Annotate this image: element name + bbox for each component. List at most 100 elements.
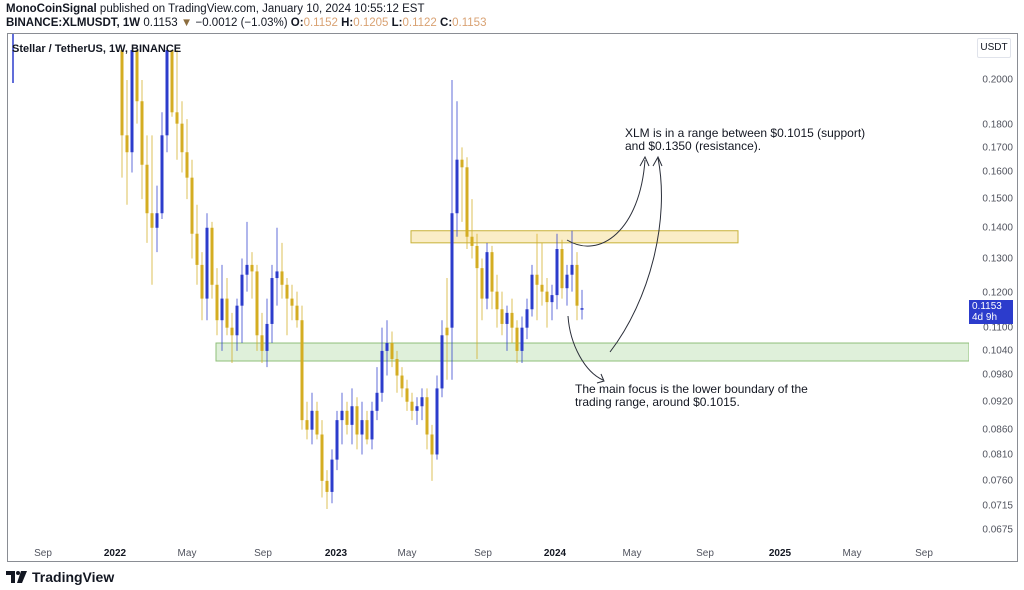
annotation-arrow[interactable] [567,315,604,381]
candle [300,305,304,430]
annotation-top: XLM is in a range between $0.1015 (suppo… [625,127,865,153]
candle [450,80,454,380]
open-label: O: [290,17,304,29]
time-tick: Sep [696,548,714,559]
price-tick: 0.1400 [982,222,1013,234]
candle [210,221,214,299]
annotation-arrow[interactable] [609,157,662,353]
candle [205,213,209,321]
time-tick: May [622,548,642,559]
candle [545,278,549,328]
candle [155,185,159,253]
tradingview-logo[interactable]: TradingView [6,569,114,585]
candle [165,50,169,153]
resistance-zone[interactable] [410,230,739,244]
currency-button[interactable]: USDT [977,38,1011,58]
candle [570,230,574,292]
candle [335,410,339,471]
candle [460,147,464,222]
candle [275,227,279,306]
candle [330,449,334,504]
low-label: L: [391,17,403,29]
candle [425,388,429,450]
candle [510,298,514,344]
time-tick: 2025 [768,548,792,559]
price-tick: 0.0920 [982,396,1013,408]
candle [200,252,204,321]
candle [215,268,219,336]
candle [185,119,189,200]
symbol-name: BINANCE:XLMUSDT, 1W [6,17,141,29]
candle [360,401,364,455]
price-axis[interactable]: USDT 0.2000 0.1800 0.1700 0.1600 0.1500 0.140… [969,34,1017,561]
candle [550,284,554,321]
time-tick: 2022 [103,548,127,559]
candle [195,204,199,285]
candle [370,401,374,450]
candle [385,320,389,376]
chart-title: Stellar / TetherUS, 1W, BINANCE [12,43,182,55]
price-tick: 0.1040 [982,345,1013,357]
candle [405,379,409,411]
time-tick: Sep [474,548,492,559]
candle [175,50,179,160]
annotation-bottom-line2: trading range, around $0.1015. [575,395,740,409]
candle [160,112,164,219]
price-tick: 0.1800 [982,119,1013,131]
candle [480,258,484,321]
high-label: H: [341,17,354,29]
candle [125,80,129,205]
candle [505,305,509,351]
close-value: 0.1153 [452,17,487,29]
publisher-name: MonoCoinSignal [6,3,97,15]
candle [325,470,329,510]
candle [260,312,264,364]
annotation-top-line1: XLM is in a range between $0.1015 (suppo… [625,126,866,140]
chart-plot-area[interactable]: Stellar / TetherUS, 1W, BINANCE [8,34,970,561]
candle [170,50,174,117]
candle [270,264,274,344]
candle [285,278,289,336]
bar-countdown: 4d 9h [972,312,998,323]
price-tick: 0.2000 [982,74,1013,86]
symbol-info: BINANCE:XLMUSDT, 1W 0.1153 ▼ −0.0012 (−1… [6,17,486,29]
time-tick: 2023 [324,548,348,559]
price-tick: 0.0675 [982,524,1013,536]
candle [190,159,194,259]
price-tick: 0.0980 [982,369,1013,381]
candle [150,135,154,285]
candle [240,258,244,344]
candle [310,392,314,445]
price-change: −0.0012 (−1.03%) [195,17,288,29]
candle [440,320,444,398]
candle [490,245,494,310]
candle [245,221,249,292]
candle [230,312,234,364]
candle [350,388,354,445]
candle [290,284,294,321]
candle [520,316,524,364]
time-tick: Sep [254,548,272,559]
annotation-arrow[interactable] [566,159,646,247]
candle [130,50,134,173]
candle [305,401,309,440]
candle [555,233,559,310]
candle [580,289,584,320]
candle [465,157,469,250]
support-zone[interactable] [215,342,970,362]
time-tick: May [397,548,417,559]
candle [530,264,534,317]
time-tick: 2024 [543,548,567,559]
annotation-bottom-line1: The main focus is the lower boundary of … [575,382,808,396]
candle [470,199,474,259]
candle [375,367,379,421]
price-tick: 0.1200 [982,287,1013,299]
time-tick: Sep [34,548,52,559]
candle [380,327,384,402]
candle [575,252,579,321]
candle [445,278,449,380]
candle [320,420,324,498]
brand-name: TradingView [32,569,115,585]
candle [400,367,404,398]
price-tick: 0.0810 [982,449,1013,461]
